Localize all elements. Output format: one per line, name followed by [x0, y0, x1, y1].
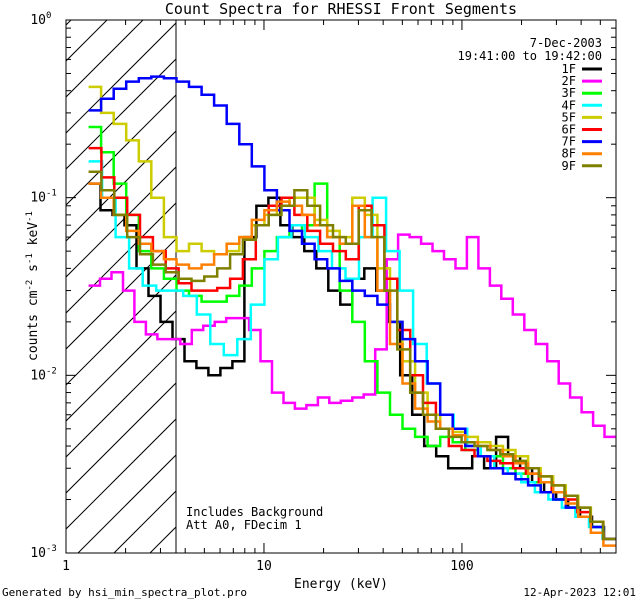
- hatch-line: [66, 20, 72, 26]
- hatched-region: [0, 0, 640, 553]
- hatch-line: [66, 346, 176, 458]
- series-line-9F: [88, 170, 616, 541]
- x-tick-label: 10: [256, 559, 272, 574]
- hatch-line: [66, 130, 176, 242]
- legend-label-2F: 2F: [562, 74, 576, 88]
- plot-frame: [65, 19, 617, 554]
- hatch-line: [66, 20, 144, 98]
- hatch-line: [618, 0, 640, 553]
- y-tick-exponent: -3: [46, 544, 57, 554]
- annotation-attenuator: Att A0, FDecim 1: [186, 518, 302, 532]
- y-axis-label: counts cm-2 s-1 keV-1: [25, 211, 41, 361]
- hatch-line: [66, 94, 176, 206]
- hatch-line: [66, 58, 176, 170]
- legend-date: 7-Dec-2003: [530, 36, 602, 50]
- legend-label-7F: 7F: [562, 135, 576, 149]
- series-line-5F: [88, 85, 616, 541]
- series-line-3F: [88, 125, 616, 541]
- chart-title: Count Spectra for RHESSI Front Segments: [165, 0, 517, 18]
- legend-label-6F: 6F: [562, 123, 576, 137]
- hatch-line: [582, 0, 640, 553]
- hatch-line: [66, 418, 176, 530]
- legend-time-range: 19:41:00 to 19:42:00: [458, 49, 603, 63]
- series-line-2F: [88, 233, 616, 439]
- x-axis-label: Energy (keV): [294, 577, 388, 592]
- x-tick-label: 100: [450, 559, 473, 574]
- footer-timestamp: 12-Apr-2023 12:01: [523, 586, 636, 599]
- hatch-line: [66, 20, 108, 62]
- hatch-line: [546, 0, 640, 553]
- series-line-4F: [88, 160, 616, 541]
- series-line-8F: [88, 182, 616, 547]
- hatch-line: [66, 22, 176, 134]
- hatch-line: [474, 0, 640, 553]
- hatch-line: [66, 274, 176, 386]
- y-tick-exponent: -2: [46, 366, 57, 376]
- legend-label-3F: 3F: [562, 86, 576, 100]
- hatch-line: [66, 238, 176, 350]
- legend-label-9F: 9F: [562, 159, 576, 173]
- hatch-line: [402, 0, 640, 553]
- x-tick-label: 1: [62, 559, 70, 574]
- legend-label-4F: 4F: [562, 98, 576, 112]
- annotation-background: Includes Background: [186, 505, 323, 519]
- y-tick-label: 10: [30, 13, 46, 28]
- hatch-line: [66, 202, 176, 314]
- footer-generated-by: Generated by hsi_min_spectra_plot.pro: [2, 586, 247, 599]
- legend-label-8F: 8F: [562, 147, 576, 161]
- hatch-line: [66, 166, 176, 278]
- y-tick-label: 10: [30, 546, 46, 561]
- y-tick-label: 10: [30, 368, 46, 383]
- hatch-line: [258, 0, 640, 553]
- y-tick-label: 10: [30, 191, 46, 206]
- series-line-7F: [88, 75, 616, 541]
- hatch-line: [0, 0, 102, 553]
- y-tick-exponent: -1: [46, 189, 57, 199]
- series-layer: [88, 75, 616, 547]
- hatch-line: [66, 382, 176, 494]
- hatch-line: [222, 0, 640, 553]
- y-tick-exponent: 0: [46, 11, 51, 21]
- legend-label-5F: 5F: [562, 110, 576, 124]
- legend-label-1F: 1F: [562, 62, 576, 76]
